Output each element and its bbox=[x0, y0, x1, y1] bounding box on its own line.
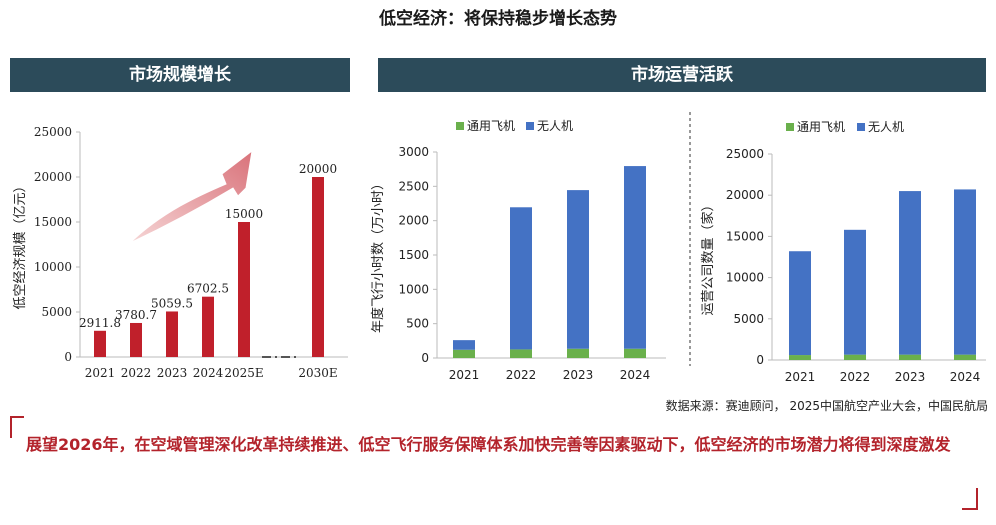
chart-operating-companies: 0 5000 10000 15000 20000 25000 运营公司数量（家） 2021 20… bbox=[700, 120, 986, 384]
corner-bottom-right bbox=[962, 488, 978, 510]
bar-value-label: 3780.7 bbox=[115, 308, 157, 322]
y-axis-title: 运营公司数量（家） bbox=[700, 198, 716, 315]
bar-segment-general-aircraft bbox=[954, 354, 976, 360]
bar-value-label: 6702.5 bbox=[187, 282, 229, 296]
y-tick-label: 2000 bbox=[398, 214, 429, 228]
legend-label: 通用飞机 bbox=[467, 119, 515, 133]
bar-market-size bbox=[238, 222, 250, 357]
y-tick-label: 15000 bbox=[34, 215, 72, 229]
x-tick-label: 2024 bbox=[193, 366, 224, 380]
bar-segment-general-aircraft bbox=[844, 354, 866, 360]
y-tick-label: 3000 bbox=[398, 145, 429, 159]
bar-segment-general-aircraft bbox=[567, 348, 589, 358]
corner-top-left bbox=[10, 416, 24, 438]
x-tick-label: 2022 bbox=[121, 366, 152, 380]
x-tick-label: 2022 bbox=[506, 368, 537, 382]
data-source: 数据来源：赛迪顾问， 2025中国航空产业大会，中国民航局 bbox=[665, 399, 988, 413]
x-tick-label: 2024 bbox=[950, 370, 981, 384]
legend-label: 通用飞机 bbox=[797, 120, 845, 134]
y-tick-label: 0 bbox=[756, 353, 764, 367]
legend-swatch bbox=[456, 122, 464, 130]
conclusion-text: 展望2026年，在空域管理深化改革持续推进、低空飞行服务保障体系加快完善等因素驱… bbox=[26, 435, 951, 454]
bar-segment-drone bbox=[453, 340, 475, 350]
y-tick-label: 500 bbox=[406, 317, 429, 331]
bar-segment-drone bbox=[510, 207, 532, 350]
bar-segment-general-aircraft bbox=[624, 348, 646, 358]
y-tick-label: 1500 bbox=[398, 248, 429, 262]
y-tick-label: 15000 bbox=[726, 229, 764, 243]
bar-segment-drone bbox=[567, 190, 589, 349]
bar-segment-general-aircraft bbox=[899, 354, 921, 360]
y-tick-label: 20000 bbox=[34, 170, 72, 184]
bar-market-size bbox=[130, 322, 142, 357]
y-tick-label: 25000 bbox=[34, 125, 72, 139]
x-tick-label: 2021 bbox=[449, 368, 480, 382]
bar-segment-drone bbox=[844, 229, 866, 355]
growth-arrow-icon bbox=[129, 149, 253, 244]
x-tick-label: 2024 bbox=[620, 368, 651, 382]
chart-flight-hours: 0 500 1000 1500 2000 2500 3000 年度飞行小时数（万小时） 2021… bbox=[370, 119, 666, 382]
bar-segment-drone bbox=[624, 166, 646, 349]
y-axis-title: 年度飞行小时数（万小时） bbox=[370, 177, 386, 333]
bar-value-label: 20000 bbox=[299, 162, 337, 176]
bar-value-label: 5059.5 bbox=[151, 296, 193, 310]
bar-value-label: 2911.8 bbox=[79, 316, 121, 330]
bar-market-size bbox=[202, 296, 214, 357]
x-tick-label: 2030E bbox=[298, 366, 337, 380]
bar-value-label: 15000 bbox=[225, 207, 263, 221]
bar-segment-general-aircraft bbox=[510, 349, 532, 358]
panel-title-market-operation: 市场运营活跃 bbox=[378, 58, 986, 92]
panel-title-market-size: 市场规模增长 bbox=[10, 58, 350, 92]
page-title: 低空经济：将保持稳步增长态势 bbox=[379, 9, 617, 29]
legend-swatch bbox=[786, 123, 794, 131]
bar-segment-drone bbox=[954, 189, 976, 355]
legend-label: 无人机 bbox=[537, 119, 573, 133]
x-tick-label: 2023 bbox=[895, 370, 926, 384]
y-axis-title: 低空经济规模（亿元） bbox=[13, 179, 28, 309]
x-tick-label: 2022 bbox=[840, 370, 871, 384]
legend-swatch bbox=[526, 122, 534, 130]
chart-market-size: 0 5000 10000 15000 20000 25000 低空经济规模（亿元） 2911.… bbox=[13, 125, 348, 380]
bar-segment-general-aircraft bbox=[453, 349, 475, 358]
y-tick-label: 0 bbox=[421, 351, 429, 365]
y-tick-label: 1000 bbox=[398, 282, 429, 296]
y-tick-label: 2500 bbox=[398, 179, 429, 193]
y-tick-label: 10000 bbox=[726, 271, 764, 285]
bar-segment-general-aircraft bbox=[789, 355, 811, 360]
y-tick-label: 0 bbox=[64, 350, 72, 364]
bar-market-size bbox=[94, 330, 106, 357]
y-tick-label: 25000 bbox=[726, 147, 764, 161]
x-tick-label: 2021 bbox=[785, 370, 816, 384]
y-tick-label: 5000 bbox=[41, 305, 72, 319]
legend-swatch bbox=[857, 123, 865, 131]
x-tick-label: 2025E bbox=[224, 366, 263, 380]
bar-market-size bbox=[312, 177, 324, 357]
x-tick-label: 2023 bbox=[157, 366, 188, 380]
bar-segment-drone bbox=[899, 191, 921, 355]
bar-segment-drone bbox=[789, 251, 811, 356]
bar-market-size bbox=[166, 311, 178, 357]
y-tick-label: 10000 bbox=[34, 260, 72, 274]
y-tick-label: 5000 bbox=[733, 312, 764, 326]
x-tick-label: 2021 bbox=[85, 366, 116, 380]
x-tick-label: 2023 bbox=[563, 368, 594, 382]
y-tick-label: 20000 bbox=[726, 188, 764, 202]
legend-label: 无人机 bbox=[868, 120, 904, 134]
